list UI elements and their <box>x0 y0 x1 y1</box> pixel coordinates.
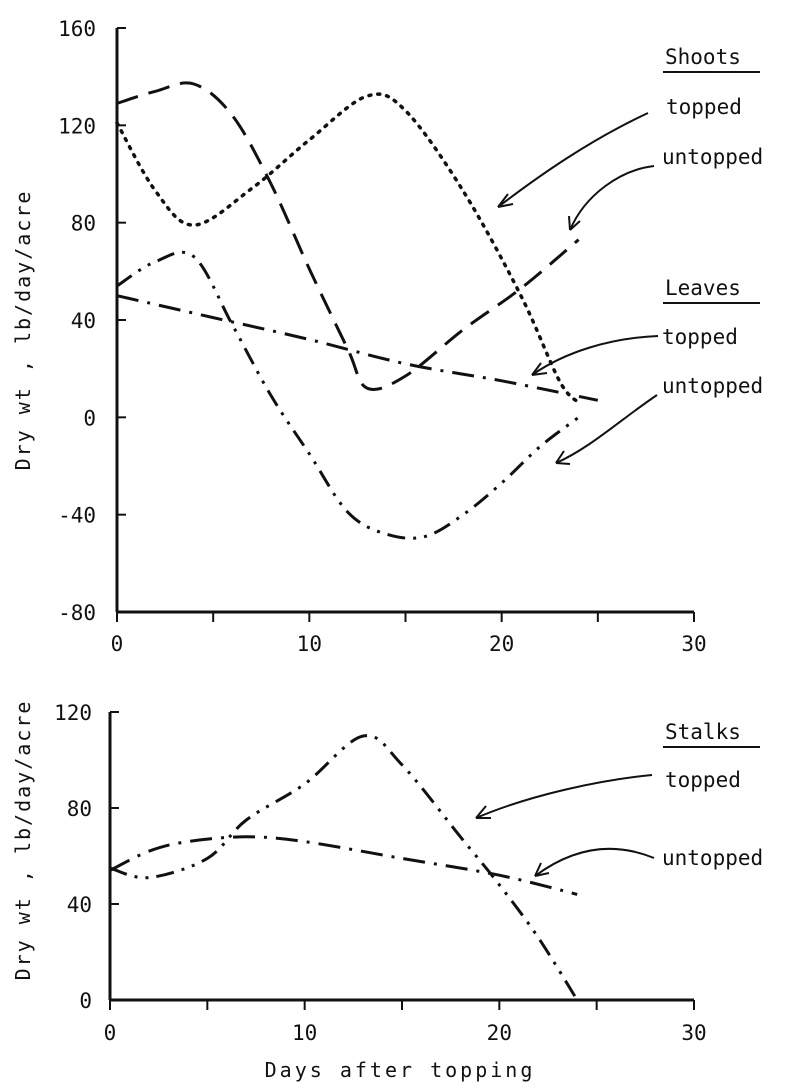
x-tick-label: 30 <box>681 632 706 656</box>
x-ticks: 0 10 20 30 <box>111 612 707 656</box>
legend-entry-shoots-topped: topped <box>666 95 742 119</box>
legend-title-stalks: Stalks <box>665 720 741 744</box>
legend-title-leaves: Leaves <box>665 276 741 300</box>
legend-entry-stalks-topped: topped <box>665 768 741 792</box>
y-tick-label: 120 <box>54 701 92 725</box>
series-line-shoots-topped <box>115 92 581 405</box>
arrow-leaves-untopped <box>555 394 658 464</box>
x-ticks: 0 10 20 30 <box>104 1000 707 1045</box>
legend-entry-stalks-untopped: untopped <box>662 846 763 870</box>
y-tick-label: -40 <box>58 504 96 528</box>
x-tick-label: 0 <box>104 1021 117 1045</box>
arrow-shoots-untopped <box>569 165 655 231</box>
arrow-stalks-topped <box>475 774 653 819</box>
leader-arrows <box>497 112 659 465</box>
x-tick-label: 10 <box>297 632 322 656</box>
y-tick-label: 0 <box>79 989 92 1013</box>
y-ticks: 120 80 40 0 <box>54 701 119 1013</box>
legend-entry-leaves-untopped: untopped <box>662 374 763 398</box>
series-group <box>109 734 579 1001</box>
chart-shoots-leaves: 160 120 80 40 0 -40 -80 0 10 20 30 Dry wt , lb/da… <box>11 17 763 656</box>
series-line-stalks-untopped <box>109 835 578 896</box>
y-tick-label: 40 <box>67 893 92 917</box>
x-tick-label: 20 <box>487 1021 512 1045</box>
x-tick-label: 30 <box>681 1021 706 1045</box>
y-tick-label: -80 <box>58 601 96 625</box>
y-tick-label: 0 <box>83 406 96 430</box>
x-tick-label: 20 <box>489 632 514 656</box>
series-line-stalks-topped <box>109 734 579 1001</box>
series-line-shoots-untopped <box>116 81 580 391</box>
leader-arrows <box>475 774 655 877</box>
x-tick-label: 10 <box>292 1021 317 1045</box>
x-axis-label: Days after topping <box>265 1058 536 1082</box>
arrowhead <box>568 215 581 231</box>
series-line-leaves-untopped <box>116 250 580 540</box>
arrowhead <box>534 862 550 877</box>
y-tick-label: 80 <box>71 212 96 236</box>
legend-entry-shoots-untopped: untopped <box>662 145 763 169</box>
chart-stalks: 120 80 40 0 0 10 20 30 Dry wt , lb/day/acre Da… <box>11 700 763 1082</box>
arrowhead <box>531 362 548 376</box>
arrowhead <box>475 805 491 819</box>
legend-entry-leaves-topped: topped <box>662 325 738 349</box>
series-line-leaves-topped <box>116 294 599 402</box>
series-group <box>115 81 599 540</box>
y-tick-label: 40 <box>71 309 96 333</box>
y-axis-label: Dry wt , lb/day/acre <box>11 190 35 471</box>
arrow-shoots-topped <box>497 112 649 208</box>
y-axis-label: Dry wt , lb/day/acre <box>11 700 35 981</box>
arrow-stalks-untopped <box>534 847 655 877</box>
y-tick-label: 80 <box>67 797 92 821</box>
x-tick-label: 0 <box>111 632 124 656</box>
y-tick-label: 160 <box>58 17 96 41</box>
arrowhead <box>497 193 514 208</box>
arrowhead <box>555 450 571 465</box>
arrow-leaves-topped <box>531 335 659 376</box>
y-tick-label: 120 <box>58 114 96 138</box>
legend-title-shoots: Shoots <box>665 45 741 69</box>
y-ticks: 160 120 80 40 0 -40 -80 <box>58 17 126 625</box>
